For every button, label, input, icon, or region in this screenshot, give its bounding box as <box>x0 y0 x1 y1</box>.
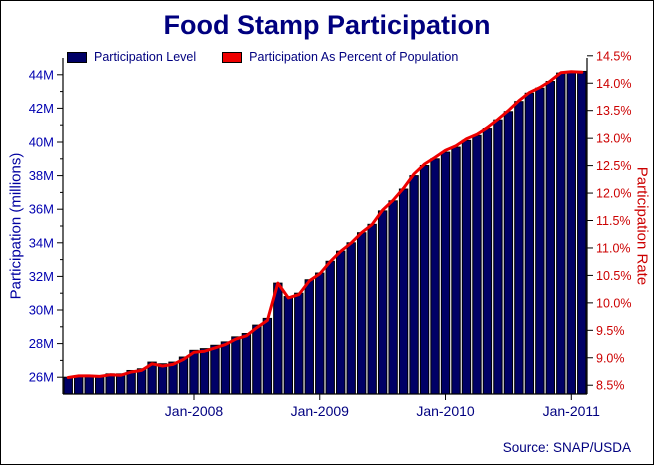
bar <box>482 128 493 395</box>
left-tick-label: 28M <box>29 336 54 351</box>
left-tick-label: 32M <box>29 269 54 284</box>
right-tick-label: 12.0% <box>596 187 631 201</box>
left-axis-title: Participation (millions) <box>7 152 25 300</box>
bar <box>220 341 231 395</box>
bar <box>367 223 377 395</box>
source-note: Source: SNAP/USDA <box>502 440 631 455</box>
legend-item-participation-rate: Participation As Percent of Population <box>222 50 458 64</box>
left-tick-label: 26M <box>29 370 54 385</box>
bar <box>356 232 367 395</box>
legend-swatch-participation-rate-icon <box>222 51 243 63</box>
bar <box>105 373 115 395</box>
right-tick-label: 14.5% <box>596 49 631 63</box>
bar <box>63 376 73 395</box>
bar <box>556 72 566 395</box>
bar <box>451 146 461 395</box>
bar <box>514 101 524 395</box>
bar <box>262 317 273 395</box>
left-tick-label: 30M <box>29 303 54 318</box>
x-tick-label: Jan-2011 <box>543 403 601 419</box>
bar <box>377 210 388 395</box>
left-tick-label: 40M <box>29 135 54 150</box>
chart-canvas: 26M 28M 30M 32M 34M 36M 38M 40M 42M 44M 8.5% 9.0% 9.… <box>29 49 632 419</box>
right-tick-label: 8.5% <box>596 379 625 393</box>
bar <box>210 344 220 395</box>
bar <box>440 151 451 395</box>
bar <box>94 375 105 395</box>
legend-label-participation-rate: Participation As Percent of Population <box>249 50 459 64</box>
right-tick-label: 11.5% <box>596 214 631 228</box>
x-tick-label: Jan-2010 <box>416 403 475 419</box>
bar <box>503 111 514 395</box>
legend: Participation Level Participation As Per… <box>67 50 458 64</box>
x-tick-label: Jan-2009 <box>291 403 350 419</box>
right-tick-label: 14.0% <box>596 77 631 91</box>
bar <box>535 87 545 395</box>
bar <box>388 200 398 395</box>
bar <box>566 70 576 395</box>
bar <box>419 165 430 395</box>
chart-title: Food Stamp Participation <box>163 10 491 40</box>
bar <box>231 336 241 395</box>
bar <box>294 292 304 395</box>
bar <box>315 272 325 395</box>
bar <box>545 81 556 395</box>
right-tick-label: 9.0% <box>596 351 625 365</box>
bar <box>283 296 294 395</box>
bar <box>430 158 440 395</box>
right-tick-label: 12.5% <box>596 159 631 173</box>
chart-area: 26M 28M 30M 32M 34M 36M 38M 40M 42M 44M 8.5% 9.0% 9.… <box>1 44 653 436</box>
right-tick-label: 13.0% <box>596 132 631 146</box>
right-tick-label: 9.5% <box>596 324 625 338</box>
legend-swatch-participation-level-icon <box>67 51 87 63</box>
bar <box>157 363 168 395</box>
bar <box>524 92 535 395</box>
left-tick-label: 44M <box>29 67 54 82</box>
right-tick-label: 10.0% <box>596 296 631 310</box>
left-tick-label: 38M <box>29 168 54 183</box>
left-tick-label: 34M <box>29 235 54 250</box>
bar <box>252 324 262 395</box>
bar <box>461 139 472 395</box>
right-tick-label: 13.5% <box>596 104 631 118</box>
right-tick-label: 10.5% <box>596 269 631 283</box>
x-tick-label: Jan-2008 <box>165 403 224 419</box>
bar <box>241 333 252 395</box>
bar <box>273 282 283 395</box>
bar <box>336 250 346 395</box>
bar <box>115 373 126 395</box>
bar <box>409 175 419 395</box>
left-tick-label: 36M <box>29 202 54 217</box>
legend-label-participation-level: Participation Level <box>94 50 197 64</box>
rate-line <box>66 70 584 379</box>
right-tick-label: 11.0% <box>596 241 631 255</box>
bar <box>472 134 482 395</box>
bar <box>74 375 84 395</box>
bar <box>577 70 587 395</box>
left-tick-label: 42M <box>29 101 54 116</box>
bar <box>398 188 409 395</box>
bar <box>136 368 147 395</box>
bar <box>84 375 94 395</box>
bar <box>199 348 210 395</box>
bar <box>346 242 356 395</box>
right-axis-title: Participation Rate <box>633 166 651 286</box>
bar <box>493 119 503 395</box>
legend-item-participation-level: Participation Level <box>67 50 196 64</box>
bar <box>189 349 199 395</box>
bar <box>178 356 189 395</box>
bar <box>325 260 335 395</box>
bar <box>304 279 314 395</box>
bar <box>168 361 178 395</box>
